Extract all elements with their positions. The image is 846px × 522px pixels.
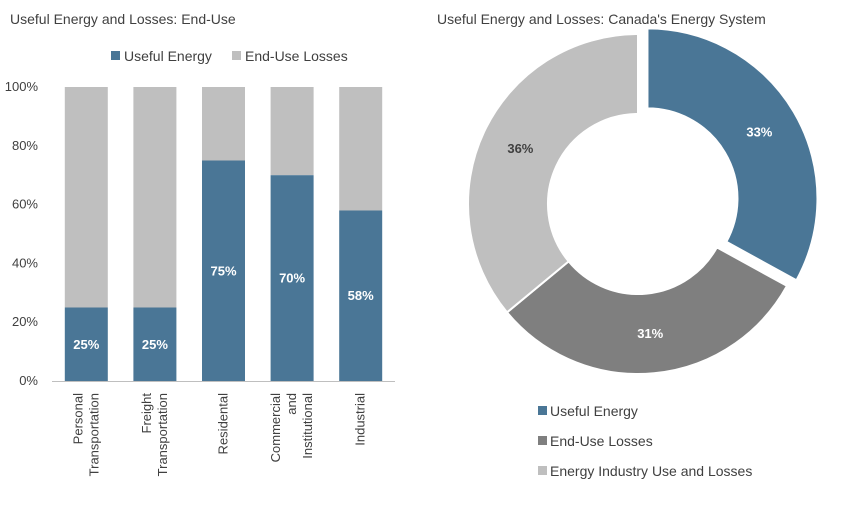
y-tick-label: 20% (12, 314, 38, 329)
bar-end-use-losses (202, 87, 245, 161)
end-use-chart-title: Useful Energy and Losses: End-Use (10, 11, 236, 27)
donut-slice-useful-energy (646, 27, 819, 282)
category-label: FreightTransportation (139, 393, 170, 477)
y-tick-label: 100% (5, 79, 39, 94)
bar-end-use-losses (270, 87, 314, 176)
legend-label-useful-energy: Useful Energy (124, 48, 212, 64)
legend-label-useful-energy-2: Useful Energy (550, 403, 638, 419)
y-tick-label: 80% (12, 138, 38, 153)
legend-swatch-useful-energy-2 (538, 406, 547, 415)
bar-useful-energy (339, 210, 383, 381)
y-tick-label: 40% (12, 255, 38, 270)
category-label: PersonalTransportation (70, 393, 101, 476)
bar-end-use-losses (64, 87, 108, 308)
bar-data-label: 75% (210, 263, 236, 278)
end-use-axes: 0% 20% 40% 60% 80% 100% (5, 79, 395, 388)
donut-data-label: 33% (746, 125, 772, 140)
end-use-category-labels: PersonalTransportation FreightTransportat… (70, 393, 367, 477)
legend-swatch-energy-industry (538, 466, 547, 475)
donut-slice-energy-industry (466, 32, 639, 314)
bar-data-label: 58% (348, 288, 374, 303)
bar-data-label: 25% (73, 337, 99, 352)
legend-label-end-use-losses-2: End-Use Losses (550, 433, 653, 449)
bar-data-label: 70% (279, 271, 305, 286)
bar-end-use-losses (133, 87, 177, 308)
energy-system-chart: Useful Energy and Losses: Canada's Energ… (437, 11, 819, 479)
energy-system-legend: Useful Energy End-Use Losses Energy Indu… (538, 403, 752, 479)
bar-data-label: 25% (142, 337, 168, 352)
bar-useful-energy (64, 307, 108, 381)
bar-useful-energy (270, 175, 314, 381)
legend-swatch-useful-energy (111, 51, 120, 60)
donut-data-label: 31% (637, 326, 663, 341)
bar-end-use-losses (339, 87, 383, 211)
donut-slice-end-use-losses (505, 246, 789, 375)
category-label: Industrial (353, 393, 368, 446)
end-use-legend: Useful Energy End-Use Losses (111, 48, 348, 64)
legend-swatch-end-use-losses (232, 51, 241, 60)
legend-label-energy-industry: Energy Industry Use and Losses (550, 463, 752, 479)
donut-data-label: 36% (507, 141, 533, 156)
y-tick-label: 0% (19, 373, 38, 388)
end-use-bars: 25% 25% 75% 70% 58% (64, 87, 383, 381)
legend-swatch-end-use-losses-2 (538, 436, 547, 445)
y-tick-label: 60% (12, 197, 38, 212)
bar-useful-energy (133, 307, 177, 381)
bar-useful-energy (202, 160, 245, 381)
energy-system-chart-title: Useful Energy and Losses: Canada's Energ… (437, 11, 766, 27)
legend-label-end-use-losses: End-Use Losses (245, 48, 348, 64)
energy-system-donut: 33% 31% 36% (466, 27, 819, 375)
category-label: Residental (216, 393, 231, 455)
end-use-chart: Useful Energy and Losses: End-Use Useful… (5, 11, 395, 476)
category-label: CommercialandInstitutional (268, 393, 315, 462)
